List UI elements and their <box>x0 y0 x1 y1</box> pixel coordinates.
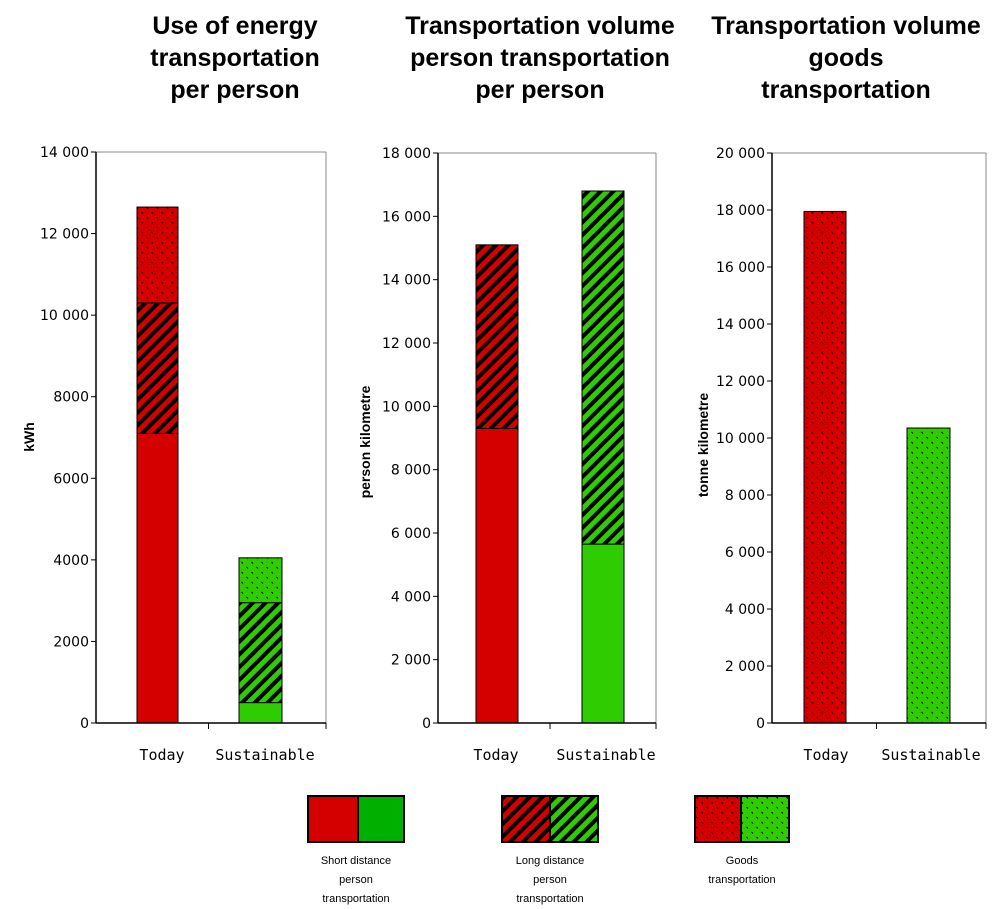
bar-goods-today <box>803 210 847 724</box>
y-tick-label: 6 000 <box>391 526 431 542</box>
bar-long-sustainable <box>581 190 625 545</box>
chart-title-line: per person <box>475 76 604 104</box>
chart-title-line: Transportation volume <box>711 12 981 40</box>
bar-long-today <box>136 302 179 434</box>
y-tick-label: 12 000 <box>40 227 89 243</box>
y-tick-label: 0 <box>80 716 89 732</box>
y-tick-label: 14 000 <box>716 317 765 333</box>
bar-short-today <box>475 428 519 724</box>
y-tick-label: 18 000 <box>716 203 765 219</box>
plot-area: Today Sustainable 0 2 000 4 000 6 000 8 000 10 … <box>382 146 657 764</box>
chart-title-line: transportation <box>761 76 930 104</box>
y-tick-label: 14 000 <box>382 273 431 289</box>
x-tick-label: Today <box>473 746 518 764</box>
chart-title-line: goods <box>809 44 884 72</box>
chart-title-line: transportation <box>150 44 319 72</box>
y-tick-label: 2 000 <box>725 659 765 675</box>
bar-short-sustainable <box>581 543 625 724</box>
chart-title-line: Transportation volume <box>405 12 675 40</box>
y-tick-label: 0 <box>422 716 431 732</box>
y-tick-label: 0 <box>756 716 765 732</box>
x-tick-label: Today <box>803 746 848 764</box>
legend: Short distance person transportation Lon… <box>307 795 790 905</box>
y-tick-label: 6000 <box>53 471 89 487</box>
legend-label-line: Long distance <box>516 855 585 867</box>
y-tick-label: 8000 <box>53 390 89 406</box>
legend-entry-long: Long distance person transportation <box>501 795 599 905</box>
y-tick-label: 8 000 <box>391 463 431 479</box>
y-tick-label: 12 000 <box>716 374 765 390</box>
legend-swatch-today <box>501 795 551 843</box>
x-tick-label: Sustainable <box>881 746 980 764</box>
bar-long-today <box>475 244 519 429</box>
legend-swatch-today <box>694 795 742 843</box>
bar-long-sustainable <box>238 602 283 704</box>
y-tick-label: 4 000 <box>725 602 765 618</box>
y-tick-label: 8 000 <box>725 488 765 504</box>
bar-goods-sustainable <box>238 557 283 604</box>
y-tick-label: 2 000 <box>391 653 431 669</box>
bar-goods-today <box>136 206 179 304</box>
x-tick-label: Today <box>139 746 184 764</box>
legend-entry-short: Short distance person transportation <box>307 795 405 905</box>
y-tick-label: 2000 <box>53 634 89 650</box>
legend-label-line: transportation <box>516 893 583 905</box>
legend-label-line: Short distance <box>321 855 391 867</box>
y-axis-label: person kilometre <box>357 385 373 498</box>
bar-goods-sustainable <box>906 427 951 724</box>
legend-swatch-sustainable <box>740 795 790 843</box>
bar-short-sustainable <box>238 702 283 724</box>
plot-area: Today Sustainable 0 2000 4000 6000 8000 10 000 1… <box>40 145 327 764</box>
y-tick-label: 16 000 <box>382 209 431 225</box>
y-tick-label: 20 000 <box>716 146 765 162</box>
legend-swatch-sustainable <box>549 795 599 843</box>
y-tick-label: 10 000 <box>382 399 431 415</box>
legend-label-line: transportation <box>708 874 775 886</box>
legend-entry-goods: Goods transportation <box>694 795 790 886</box>
plot-area: Today Sustainable 0 2 000 4 000 6 000 8 000 10 … <box>716 146 987 764</box>
legend-label-line: person <box>339 874 373 886</box>
y-tick-label: 6 000 <box>725 545 765 561</box>
chart-title-line: person transportation <box>410 44 670 72</box>
legend-label-line: Goods <box>726 855 759 867</box>
chart-title-line: Use of energy <box>152 12 317 40</box>
y-axis-label: kWh <box>21 422 37 452</box>
chart-person-volume: Transportation volume person transportat… <box>357 12 675 764</box>
x-tick-label: Sustainable <box>556 746 655 764</box>
legend-label-line: transportation <box>322 893 389 905</box>
y-tick-label: 4000 <box>53 553 89 569</box>
chart-goods-volume: Transportation volume goods transportati… <box>695 12 987 764</box>
y-tick-label: 10 000 <box>716 431 765 447</box>
y-tick-label: 12 000 <box>382 336 431 352</box>
legend-swatch-today <box>307 795 359 843</box>
chart-title-line: per person <box>170 76 299 104</box>
legend-swatch-sustainable <box>357 795 405 843</box>
y-tick-label: 18 000 <box>382 146 431 162</box>
chart-energy: Use of energy transportation per person … <box>21 12 327 764</box>
legend-label-line: person <box>533 874 567 886</box>
y-tick-label: 16 000 <box>716 260 765 276</box>
x-tick-label: Sustainable <box>215 746 314 764</box>
y-tick-label: 4 000 <box>391 589 431 605</box>
y-tick-label: 10 000 <box>40 308 89 324</box>
y-axis-label: tonne kilometre <box>695 393 711 497</box>
bar-short-today <box>136 432 179 724</box>
y-tick-label: 14 000 <box>40 145 89 161</box>
